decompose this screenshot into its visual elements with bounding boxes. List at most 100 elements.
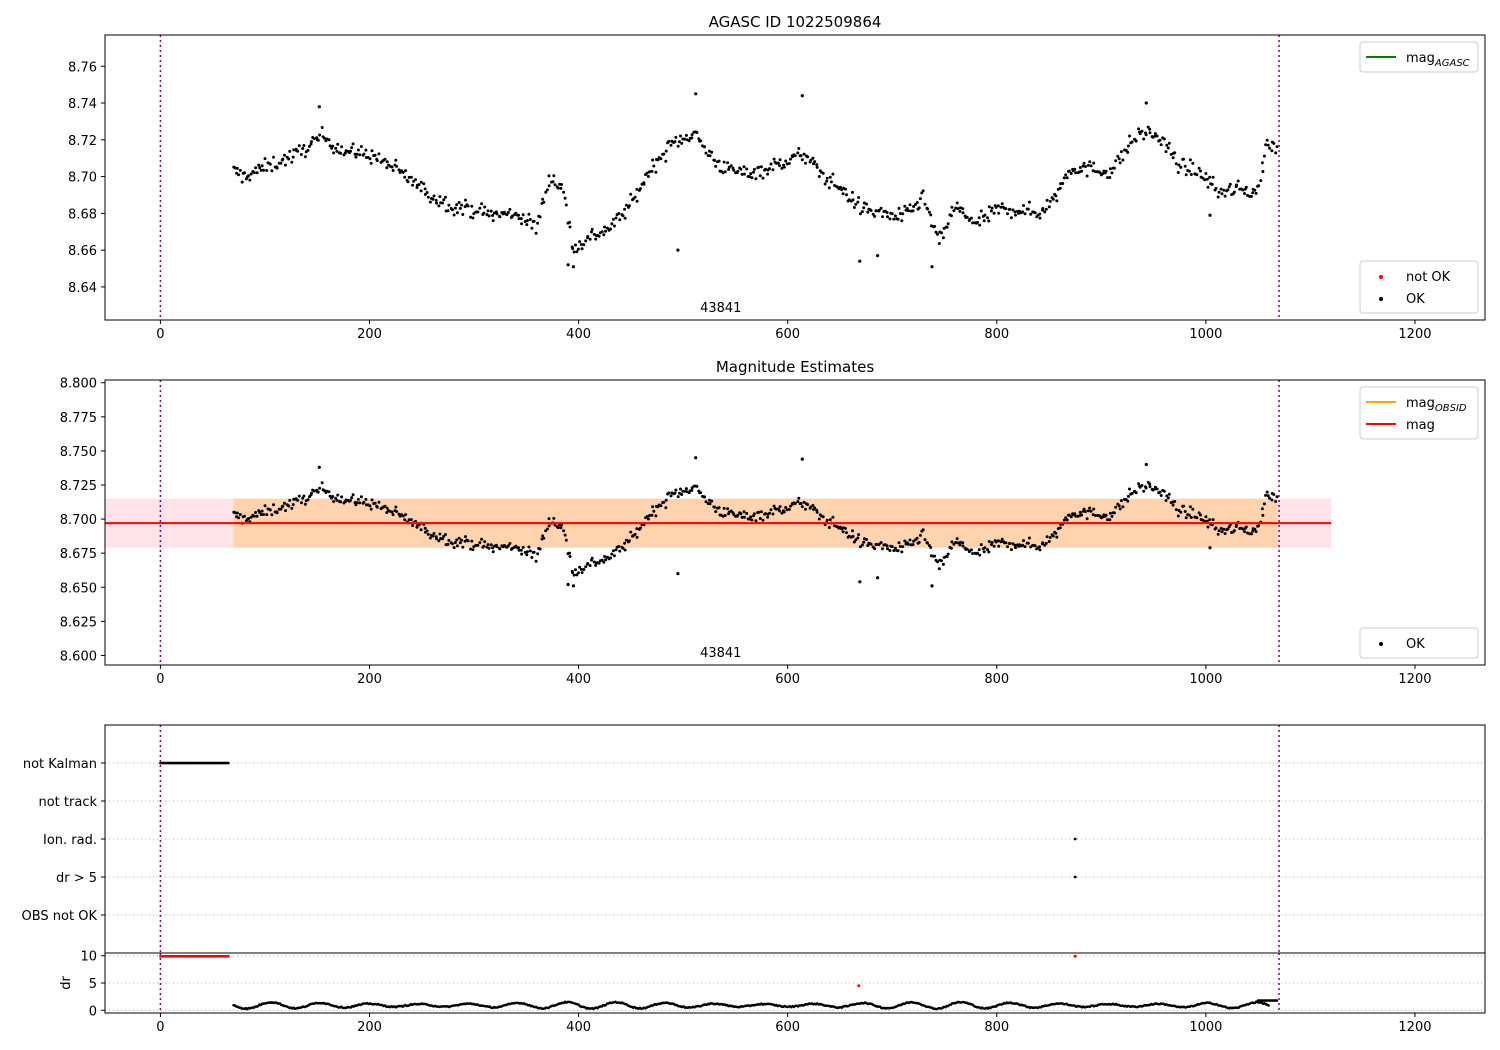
data-point-ok [385, 166, 389, 170]
data-point-ok [370, 149, 374, 153]
data-point-ok [1126, 494, 1130, 498]
x-tick-label: 0 [156, 672, 164, 687]
data-point-ok [431, 534, 435, 538]
x-tick-label: 1200 [1398, 1020, 1431, 1035]
data-point-ok [432, 194, 436, 198]
data-point-ok [1210, 182, 1214, 186]
data-point-ok [482, 544, 486, 548]
data-point-ok [1082, 507, 1086, 511]
data-point-ok [1085, 517, 1089, 521]
data-point-ok [990, 541, 994, 544]
data-point-ok [464, 535, 467, 539]
data-point-ok [508, 207, 512, 211]
data-point-ok [545, 527, 549, 531]
data-point-ok [1266, 494, 1270, 498]
data-point-ok [268, 508, 272, 512]
data-point-ok [860, 210, 864, 214]
data-point-ok [447, 538, 451, 542]
data-point-ok [1137, 127, 1141, 131]
data-point-ok [635, 199, 639, 203]
data-point-ok [536, 552, 540, 556]
data-point-ok [1064, 516, 1068, 520]
data-point-ok [736, 513, 740, 517]
data-point-ok [287, 157, 291, 161]
data-point-ok [915, 201, 919, 204]
data-point-ok [460, 203, 464, 207]
data-point-ok [845, 193, 848, 197]
data-point-ok [1101, 172, 1105, 176]
data-point-ok [676, 572, 680, 576]
data-point-ok [704, 151, 708, 155]
data-point-ok [852, 540, 856, 544]
data-point-ok [409, 518, 413, 522]
data-point-ok [1108, 511, 1112, 515]
data-point-ok [802, 152, 806, 156]
data-point-ok [893, 214, 897, 218]
data-point-ok [1062, 176, 1066, 180]
data-point-ok [605, 226, 609, 230]
data-point-ok [667, 139, 671, 143]
data-point-ok [827, 526, 831, 529]
data-point-ok [1054, 194, 1058, 198]
data-point-ok [517, 213, 521, 217]
data-point-ok [457, 201, 461, 204]
data-point-ok [1055, 535, 1059, 539]
data-point-ok [235, 511, 239, 515]
data-point-ok [800, 94, 804, 98]
data-point-ok [584, 239, 588, 243]
data-point-ok [564, 538, 568, 542]
data-point-ok [918, 533, 922, 537]
data-point-ok [651, 158, 655, 162]
data-point-ok [505, 213, 509, 217]
data-point-ok [460, 538, 464, 542]
data-point-ok [782, 165, 786, 169]
data-point-ok [409, 175, 413, 179]
data-point-ok [373, 153, 377, 157]
data-point-ok [362, 500, 366, 504]
data-point-ok [1000, 202, 1004, 206]
data-point-ok [438, 195, 442, 199]
data-point-ok [745, 512, 749, 515]
data-point-ok [340, 145, 344, 149]
data-point-ok [1142, 137, 1146, 141]
data-point-ok [553, 183, 557, 187]
data-point-ok [1182, 504, 1186, 508]
obsid-annotation: 43841 [700, 646, 741, 661]
data-point-ok [645, 515, 649, 518]
data-point-ok [356, 497, 360, 501]
data-point-ok [862, 206, 866, 210]
data-point-ok [476, 210, 480, 214]
data-point-ok [841, 530, 845, 534]
data-point-ok [825, 179, 829, 183]
data-point-ok [1106, 176, 1109, 180]
data-point-ok [1146, 125, 1150, 129]
data-point-ok [946, 222, 950, 226]
data-point-ok [789, 157, 792, 161]
data-point-ok [532, 219, 536, 223]
data-point-ok [950, 205, 954, 209]
data-point-ok [291, 503, 295, 507]
data-point-ok [1259, 179, 1263, 183]
data-point-ok [633, 195, 637, 199]
chart-title: AGASC ID 1022509864 [709, 13, 882, 31]
data-point-ok [958, 209, 962, 213]
data-point-ok [930, 584, 934, 588]
data-point-ok [1253, 188, 1257, 192]
x-tick-label: 1200 [1398, 327, 1431, 342]
data-point-ok [1182, 157, 1186, 161]
data-point-ok [528, 218, 532, 221]
data-point-ok [455, 211, 459, 215]
legend: magAGASC [1359, 41, 1479, 73]
data-point-ok [752, 167, 756, 171]
y-tick-label: 8.76 [68, 60, 97, 75]
data-point-ok [1162, 137, 1166, 141]
data-point-ok [676, 144, 680, 148]
data-point-ok [1219, 526, 1223, 530]
data-point-ok [302, 494, 306, 498]
data-point-ok [907, 542, 910, 546]
data-point-ok [1062, 518, 1066, 522]
data-point-ok [825, 518, 829, 522]
flags-panel: not Kalman not track Ion. rad. dr > 5 OBS no… [22, 724, 1486, 954]
data-point-ok [952, 209, 956, 213]
data-point-ok [572, 573, 576, 577]
